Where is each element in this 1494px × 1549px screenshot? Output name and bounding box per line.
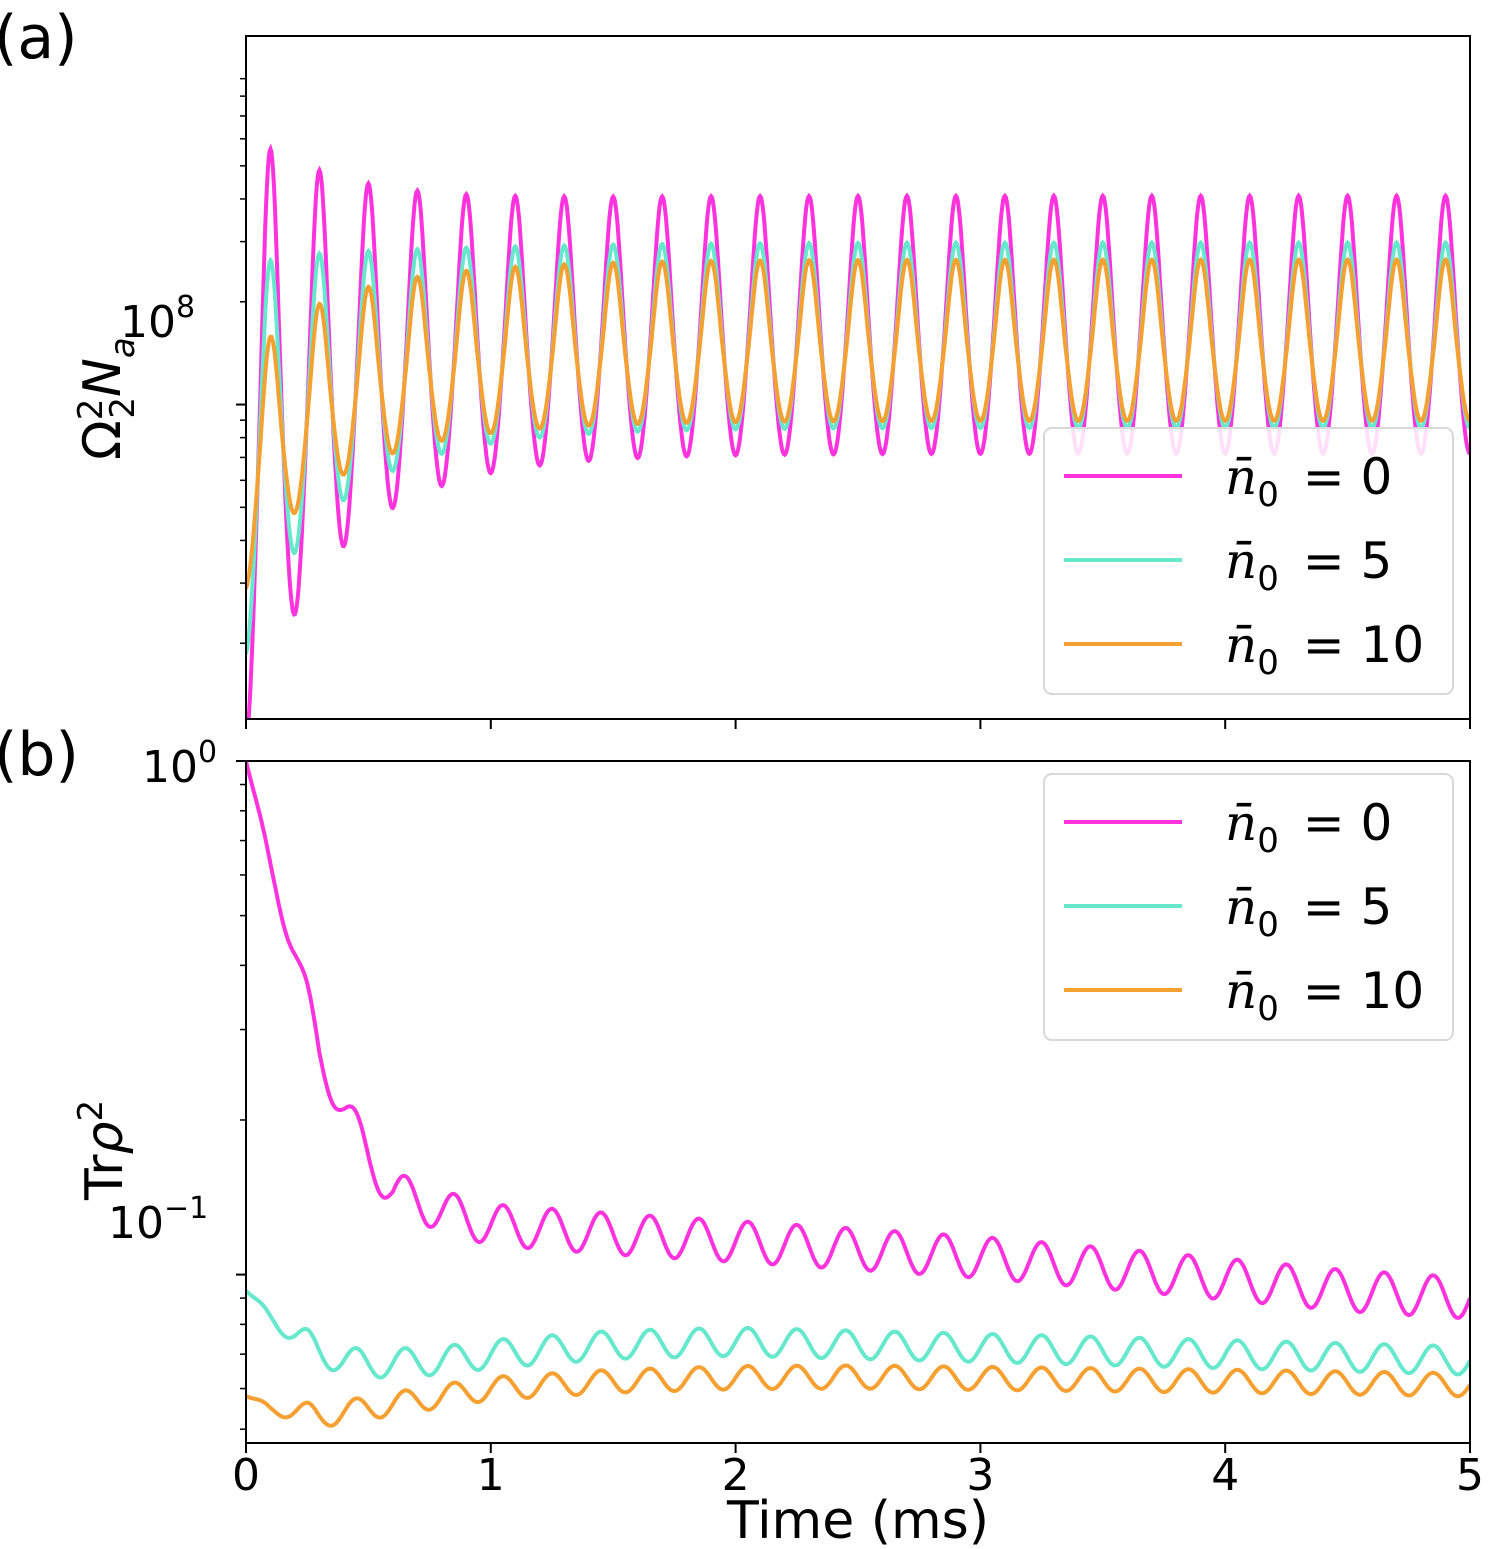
- legend-entry-label: n̄0 = 10: [1225, 616, 1424, 683]
- panel-b-xtick-label: 1: [477, 1450, 505, 1501]
- panel-b-xtick-label: 5: [1456, 1450, 1484, 1501]
- panel-b-series-line-2: [246, 1363, 1470, 1428]
- panel-b-legend: n̄0 = 0 n̄0 = 5 n̄0 = 10: [1043, 773, 1454, 1041]
- panel-a: (a) 108 Ω22Na n̄0 = 0 n̄0 = 5 n̄0 = 10: [0, 3, 1471, 729]
- panel-a-series-line-2: [246, 256, 1470, 590]
- legend-entry-label: n̄0 = 5: [1225, 532, 1392, 599]
- panel-a-frame: [245, 35, 1471, 720]
- panel-b-ylabel: Trρ2: [71, 1100, 135, 1201]
- svg-text:Trρ2: Trρ2: [71, 1100, 135, 1201]
- panel-b-xtick-labels: 0 1 2 3 4 5: [232, 1450, 1484, 1501]
- panel-a-label: (a): [0, 3, 78, 73]
- panel-b-frame: [245, 760, 1471, 1444]
- legend-entry-label: n̄0 = 0: [1225, 448, 1392, 515]
- panel-b-ticks: [236, 760, 1471, 1453]
- legend-entry-label: n̄0 = 10: [1225, 962, 1424, 1029]
- panel-b-xtick-label: 3: [966, 1450, 994, 1501]
- panel-b-label: (b): [0, 720, 79, 790]
- panel-b-series-line-0: [246, 761, 1470, 1320]
- panel-b-ytick-label-1: 100: [142, 735, 217, 793]
- svg-text:Ω22Na: Ω22Na: [71, 337, 143, 460]
- panel-b-series-line-1: [246, 1289, 1470, 1380]
- panel-b-ytick-label-2: 10−1: [108, 1191, 208, 1249]
- panel-b: (b) 100 10−1 0 1 2 3 4 5 Time (ms) Trρ2 n̄0 =…: [0, 720, 1484, 1549]
- panel-a-legend: n̄0 = 0 n̄0 = 5 n̄0 = 10: [1043, 427, 1454, 695]
- panel-b-xtick-label: 0: [232, 1450, 260, 1501]
- panel-a-ytick-label: 108: [120, 290, 195, 348]
- panel-a-ticks: [236, 77, 1471, 729]
- panel-b-xtick-label: 2: [722, 1450, 750, 1501]
- panel-a-series-group: [246, 143, 1470, 719]
- panel-b-series-group: [246, 761, 1470, 1428]
- panel-a-ylabel: Ω22Na: [71, 337, 143, 460]
- legend-frame: [1043, 427, 1454, 695]
- legend-entry-label: n̄0 = 5: [1225, 878, 1392, 945]
- legend-entry-label: n̄0 = 0: [1225, 794, 1392, 861]
- panel-b-xlabel: Time (ms): [726, 1491, 989, 1549]
- legend-frame: [1043, 773, 1454, 1041]
- panel-b-xtick-label: 4: [1211, 1450, 1239, 1501]
